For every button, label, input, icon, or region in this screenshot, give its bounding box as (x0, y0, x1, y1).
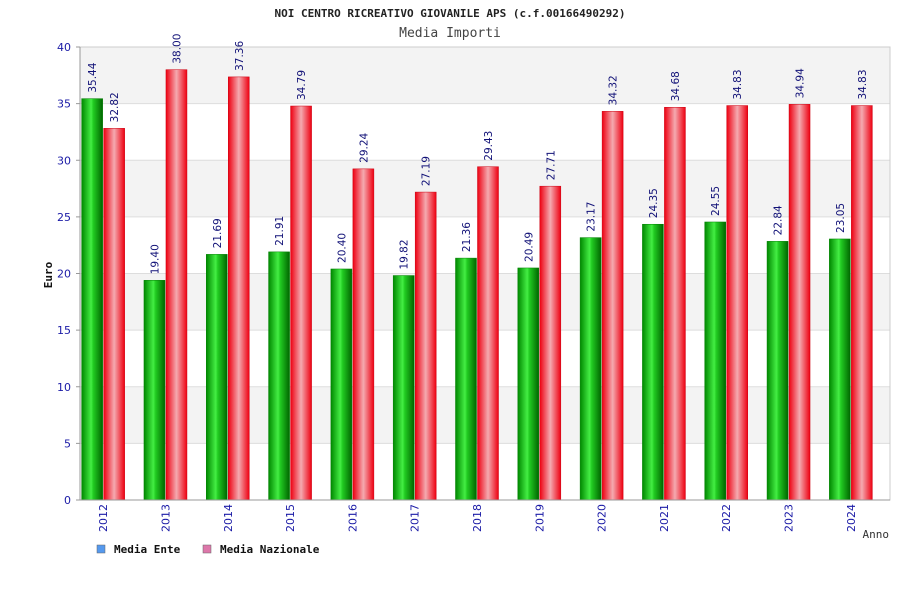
bar-media-nazionale (165, 69, 188, 501)
x-tick-label: 2015 (284, 504, 297, 532)
legend: Media Ente Media Nazionale (96, 543, 320, 556)
bar-media-ente (704, 221, 726, 501)
bar-media-nazionale (477, 166, 499, 501)
chart-title: NOI CENTRO RICREATIVO GIOVANILE APS (c.f… (275, 7, 626, 20)
value-label-media-ente: 23.05 (835, 203, 847, 233)
value-label-media-ente: 21.91 (274, 216, 286, 246)
value-label-media-nazionale: 34.32 (608, 75, 620, 105)
y-tick-label: 0 (64, 494, 71, 507)
bar-media-ente (143, 280, 166, 501)
value-label-media-nazionale: 38.00 (171, 34, 183, 64)
bar-media-ente (330, 268, 353, 501)
value-label-media-ente: 35.44 (87, 62, 99, 92)
y-tick-label: 10 (57, 381, 71, 394)
x-axis-label: Anno (863, 528, 890, 541)
value-label-media-ente: 20.49 (523, 232, 535, 262)
chart-subtitle: Media Importi (399, 26, 501, 41)
value-label-media-nazionale: 34.83 (857, 69, 869, 99)
x-tick-label: 2016 (346, 504, 359, 532)
x-axis-ticks: 2012 2013 2014 2015 2016 2017 2018 2019 2020 2021… (97, 504, 858, 532)
y-axis-ticks: 0 5 10 15 20 25 30 35 40 (57, 41, 80, 507)
y-tick-label: 40 (57, 41, 71, 54)
value-label-media-ente: 24.55 (710, 186, 722, 216)
bar-media-nazionale (414, 191, 437, 501)
x-tick-label: 2022 (720, 504, 733, 532)
x-tick-label: 2023 (783, 504, 796, 532)
x-tick-label: 2020 (596, 504, 609, 532)
bar-media-nazionale (726, 105, 748, 501)
bar-value-labels: 35.44 32.82 19.40 38.00 21.69 37.36 21.91 34.79… (87, 34, 869, 275)
x-tick-label: 2014 (222, 504, 235, 532)
legend-swatch-media-nazionale (202, 544, 212, 554)
value-label-media-ente: 19.82 (399, 239, 411, 269)
bar-media-nazionale (601, 111, 624, 501)
bar-media-nazionale (539, 185, 562, 501)
x-tick-label: 2018 (471, 504, 484, 532)
value-label-media-nazionale: 27.71 (545, 150, 557, 180)
bar-media-ente (517, 267, 540, 501)
y-tick-label: 20 (57, 268, 71, 281)
bar-media-nazionale (103, 128, 125, 501)
bar-media-ente (579, 237, 602, 501)
value-label-media-ente: 22.84 (773, 205, 785, 235)
bar-media-nazionale (788, 104, 811, 501)
value-label-media-nazionale: 34.83 (732, 69, 744, 99)
bar-media-nazionale (352, 168, 375, 501)
bar-media-ente (455, 257, 477, 501)
bar-media-nazionale (290, 105, 312, 501)
bar-media-ente (392, 275, 415, 501)
x-tick-label: 2021 (658, 504, 671, 532)
value-label-media-ente: 19.40 (149, 244, 161, 274)
bar-media-nazionale (664, 106, 686, 501)
value-label-media-ente: 24.35 (648, 188, 660, 218)
x-tick-label: 2019 (533, 504, 546, 532)
value-label-media-nazionale: 29.43 (483, 131, 495, 161)
bar-media-ente (206, 254, 228, 501)
y-tick-label: 15 (57, 324, 71, 337)
value-label-media-nazionale: 29.24 (358, 132, 370, 162)
y-axis-label: Euro (42, 261, 55, 288)
bars-group (81, 69, 873, 501)
x-tick-label: 2017 (409, 504, 422, 532)
value-label-media-ente: 20.40 (336, 233, 348, 263)
value-label-media-ente: 23.17 (586, 202, 598, 232)
y-tick-label: 35 (57, 98, 71, 111)
value-label-media-ente: 21.69 (212, 218, 224, 248)
value-label-media-nazionale: 34.79 (296, 70, 308, 100)
legend-swatch-media-ente (96, 544, 106, 554)
value-label-media-ente: 21.36 (461, 222, 473, 252)
y-tick-label: 5 (64, 437, 71, 450)
legend-label-media-nazionale: Media Nazionale (220, 543, 320, 556)
value-label-media-nazionale: 37.36 (234, 41, 246, 71)
value-label-media-nazionale: 34.68 (670, 71, 682, 101)
bar-media-ente (642, 223, 664, 501)
value-label-media-nazionale: 34.94 (795, 68, 807, 98)
bar-media-ente (268, 251, 290, 501)
x-tick-label: 2012 (97, 504, 110, 532)
value-label-media-nazionale: 27.19 (421, 156, 433, 186)
value-label-media-nazionale: 32.82 (109, 92, 121, 122)
x-tick-label: 2024 (845, 504, 858, 532)
y-tick-label: 30 (57, 154, 71, 167)
y-tick-label: 25 (57, 211, 71, 224)
bar-media-nazionale (228, 76, 250, 501)
legend-label-media-ente: Media Ente (114, 543, 181, 556)
bar-media-nazionale (851, 105, 873, 501)
bar-media-ente (81, 98, 103, 501)
bar-media-ente (829, 238, 851, 501)
grid-band (80, 47, 890, 104)
bar-media-ente (766, 241, 789, 501)
x-tick-label: 2013 (159, 504, 172, 532)
